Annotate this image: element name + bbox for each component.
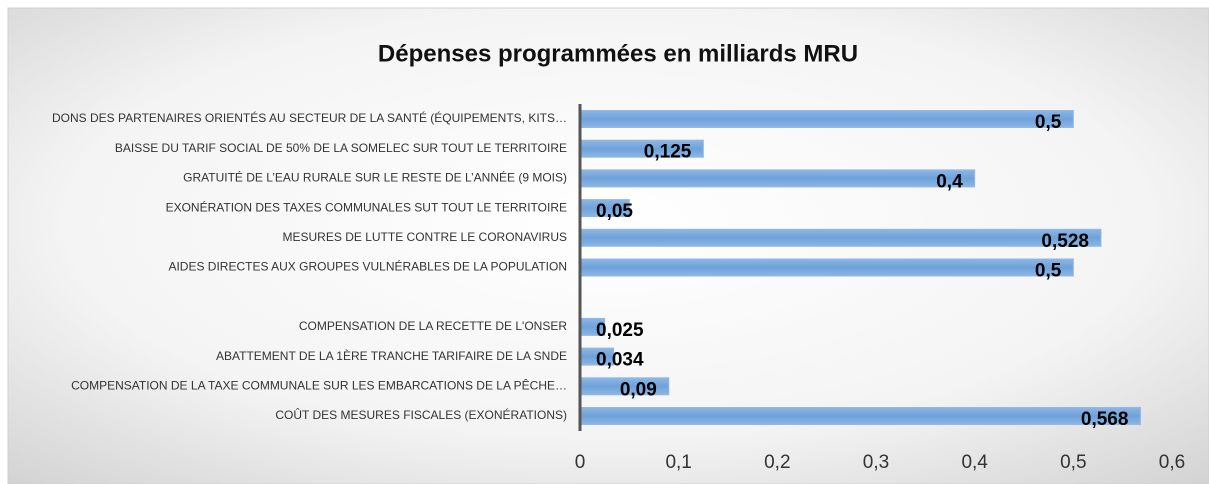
y-tick-label: ABATTEMENT DE LA 1ÈRE TRANCHE TARIFAIRE …: [216, 348, 567, 363]
data-label: 0,025: [596, 320, 644, 341]
data-label: 0,034: [596, 350, 644, 371]
data-label: 0,5: [1035, 261, 1062, 282]
data-label: 0,125: [644, 142, 692, 163]
data-label: 0,4: [936, 171, 963, 192]
data-label: 0,05: [596, 201, 633, 222]
bar: [579, 258, 1074, 277]
x-tick-label: 0,5: [1060, 452, 1086, 473]
y-tick-label: AIDES DIRECTES AUX GROUPES VULNÉRABLES D…: [168, 259, 567, 274]
x-tick-label: 0: [575, 452, 586, 473]
bar: [579, 228, 1102, 247]
y-tick-label: BAISSE DU TARIF SOCIAL DE 50% DE LA SOME…: [115, 141, 567, 155]
data-label: 0,09: [620, 379, 657, 400]
chart-title: Dépenses programmées en milliards MRU: [378, 40, 858, 67]
data-label: 0,568: [1081, 409, 1129, 430]
bar: [579, 169, 976, 188]
y-tick-label: GRATUITÉ DE L’EAU RURALE SUR LE RESTE DE…: [183, 170, 567, 185]
data-label: 0,5: [1035, 112, 1062, 133]
x-tick-label: 0,6: [1159, 452, 1185, 473]
x-tick-label: 0,4: [961, 452, 988, 473]
x-tick-label: 0,1: [665, 452, 691, 473]
data-label: 0,528: [1041, 231, 1089, 252]
x-tick-label: 0,3: [863, 452, 889, 473]
bar: [579, 407, 1141, 425]
y-tick-label: COMPENSATION DE LA RECETTE DE L'ONSER: [299, 319, 567, 333]
x-tick-label: 0,2: [764, 452, 790, 473]
y-tick-label: MESURES DE LUTTE CONTRE LE CORONAVIRUS: [283, 230, 567, 244]
y-tick-label: EXONÉRATION DES TAXES COMMUNALES SUT TOU…: [166, 199, 567, 214]
y-tick-label: COÛT DES MESURES FISCALES (EXONÉRATIONS): [275, 407, 567, 422]
bar: [579, 110, 1074, 128]
y-tick-label: DONS DES PARTENAIRES ORIENTÉS AU SECTEUR…: [52, 110, 567, 125]
y-tick-label: COMPENSATION DE LA TAXE COMMUNALE SUR LE…: [71, 377, 567, 392]
